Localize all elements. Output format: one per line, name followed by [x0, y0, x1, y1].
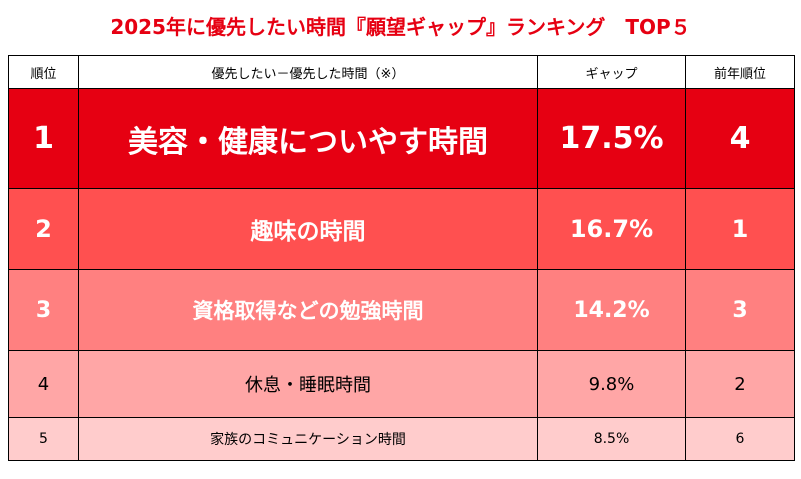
table-row-rank-2: 2 趣味の時間 16.7% 1: [8, 188, 795, 270]
gap-cell: 17.5%: [537, 88, 686, 189]
gap-cell: 14.2%: [537, 269, 686, 351]
header-gap: ギャップ: [537, 55, 686, 89]
item-cell: 資格取得などの勉強時間: [78, 269, 538, 351]
gap-cell: 16.7%: [537, 188, 686, 270]
table-row-rank-5: 5 家族のコミュニケーション時間 8.5% 6: [8, 417, 795, 461]
prev-rank-cell: 1: [685, 188, 795, 270]
item-cell: 休息・睡眠時間: [78, 350, 538, 418]
item-cell: 家族のコミュニケーション時間: [78, 417, 538, 461]
header-rank: 順位: [8, 55, 79, 89]
ranking-table: 順位 優先したい－優先した時間（※） ギャップ 前年順位 1 美容・健康についや…: [8, 55, 795, 461]
prev-rank-cell: 3: [685, 269, 795, 351]
gap-cell: 9.8%: [537, 350, 686, 418]
rank-cell: 5: [8, 417, 79, 461]
table-row-rank-1: 1 美容・健康についやす時間 17.5% 4: [8, 88, 795, 189]
table-row-rank-4: 4 休息・睡眠時間 9.8% 2: [8, 350, 795, 418]
table-header-row: 順位 優先したい－優先した時間（※） ギャップ 前年順位: [8, 55, 795, 89]
prev-rank-cell: 6: [685, 417, 795, 461]
page-title: 2025年に優先したい時間『願望ギャップ』ランキング TOP５: [110, 15, 691, 39]
header-item: 優先したい－優先した時間（※）: [78, 55, 538, 89]
header-prev-rank: 前年順位: [685, 55, 795, 89]
rank-cell: 4: [8, 350, 79, 418]
gap-cell: 8.5%: [537, 417, 686, 461]
prev-rank-cell: 4: [685, 88, 795, 189]
rank-cell: 3: [8, 269, 79, 351]
rank-cell: 2: [8, 188, 79, 270]
prev-rank-cell: 2: [685, 350, 795, 418]
rank-cell: 1: [8, 88, 79, 189]
item-cell: 美容・健康についやす時間: [78, 88, 538, 189]
item-cell: 趣味の時間: [78, 188, 538, 270]
table-row-rank-3: 3 資格取得などの勉強時間 14.2% 3: [8, 269, 795, 351]
